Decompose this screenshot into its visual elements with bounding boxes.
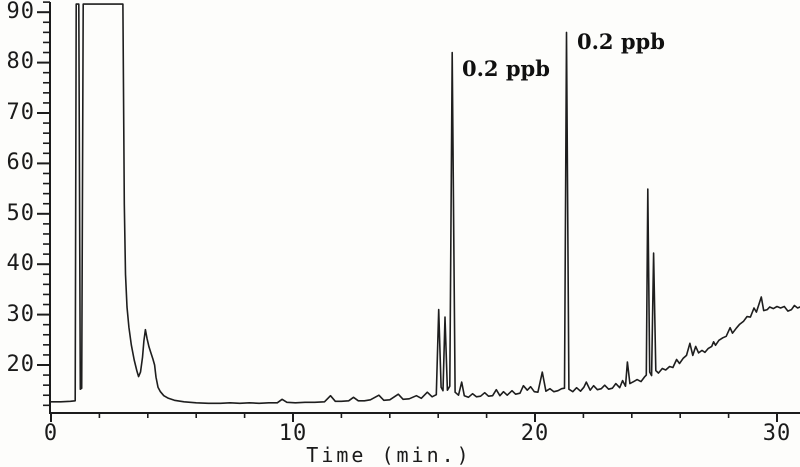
x-tick-label: 10 (278, 421, 308, 446)
x-tick-label: 30 (762, 421, 792, 446)
peak-annotation: 0.2 ppb (462, 56, 550, 81)
x-tick-label: 0 (43, 421, 59, 446)
x-axis-title: Time (min.) (306, 443, 472, 467)
y-tick-label: 80 (6, 49, 35, 74)
y-tick-label: 20 (6, 352, 35, 377)
y-tick-label: 60 (6, 150, 35, 175)
y-tick-label: 90 (6, 0, 35, 24)
peak-annotation: 0.2 ppb (577, 29, 665, 54)
y-tick-label: 30 (6, 302, 35, 327)
chromatogram-trace (50, 3, 800, 405)
x-tick-label: 20 (520, 421, 550, 446)
y-tick-label: 40 (6, 251, 35, 276)
y-tick-label: 50 (6, 201, 35, 226)
y-tick-label: 70 (6, 100, 35, 125)
